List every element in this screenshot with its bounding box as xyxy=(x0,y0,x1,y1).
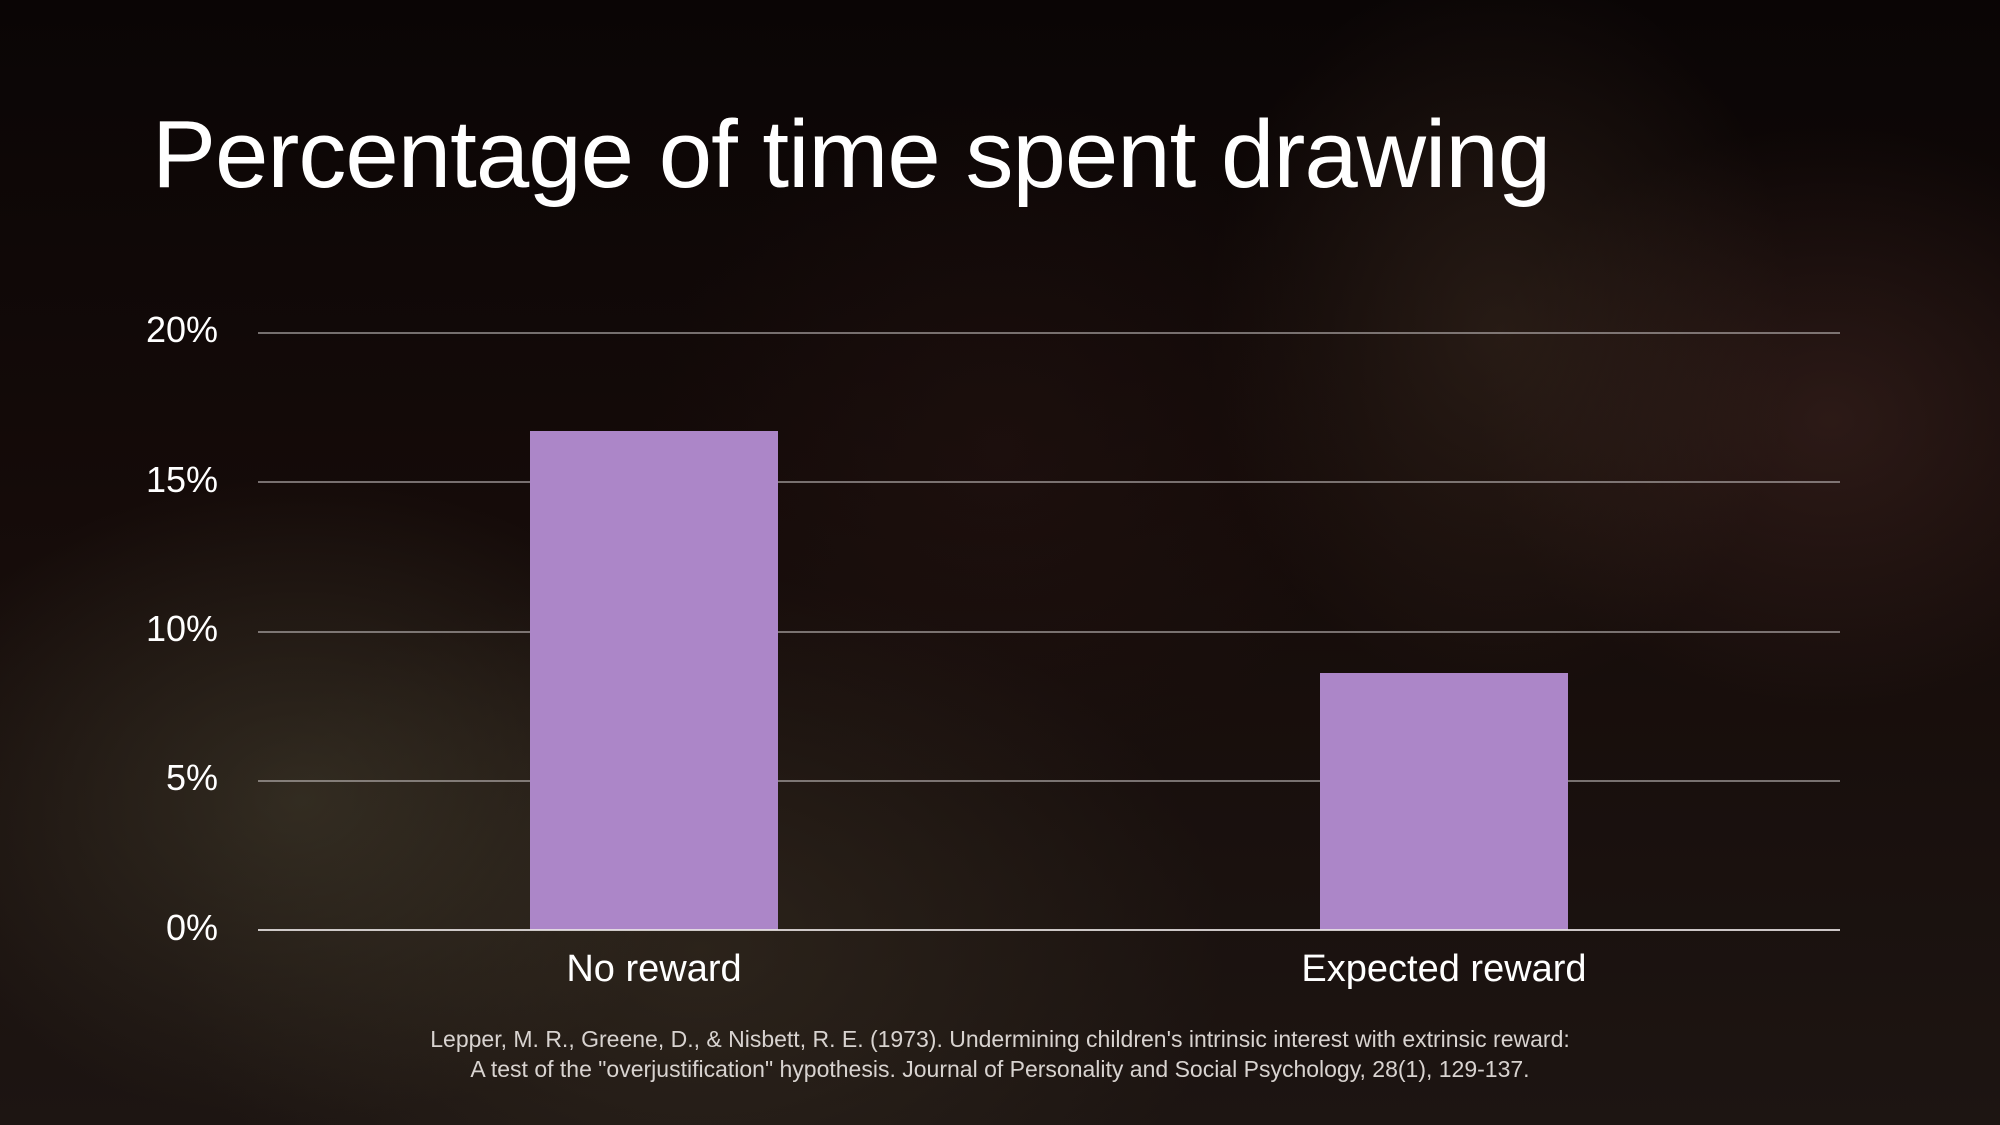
citation: Lepper, M. R., Greene, D., & Nisbett, R.… xyxy=(0,1024,2000,1084)
x-axis-baseline xyxy=(258,929,1840,931)
y-tick-15: 15% xyxy=(145,459,218,500)
y-tick-5: 5% xyxy=(165,757,218,798)
x-label-no-reward: No reward xyxy=(566,948,742,990)
plot-area xyxy=(258,332,1840,931)
citation-line-1: Lepper, M. R., Greene, D., & Nisbett, R.… xyxy=(430,1026,1570,1052)
y-tick-10: 10% xyxy=(145,608,218,649)
citation-line-2: A test of the "overjustification" hypoth… xyxy=(470,1056,1530,1082)
gridline-15 xyxy=(258,481,1840,483)
gridline-20 xyxy=(258,332,1840,334)
slide-title: Percentage of time spent drawing xyxy=(152,101,1551,208)
gridline-10 xyxy=(258,631,1840,633)
y-tick-20: 20% xyxy=(145,309,218,350)
x-label-expected-reward: Expected reward xyxy=(1301,948,1587,990)
bar-no-reward xyxy=(530,431,778,930)
bar-expected-reward xyxy=(1320,673,1568,930)
gridline-5 xyxy=(258,780,1840,782)
y-tick-0: 0% xyxy=(165,907,218,948)
